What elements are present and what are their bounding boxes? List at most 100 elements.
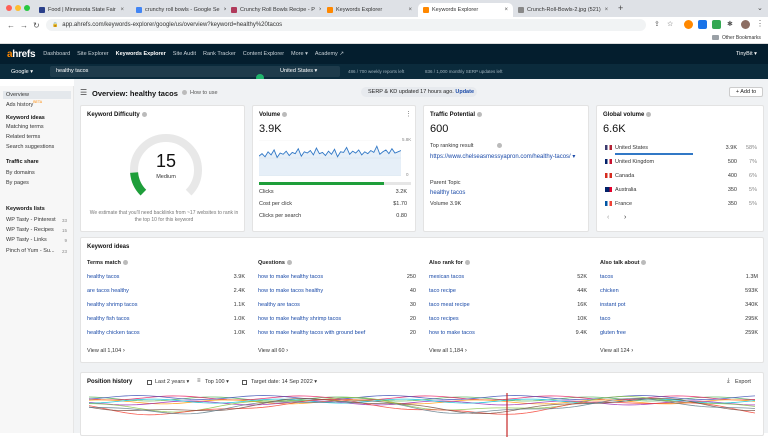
- parent-topic-link[interactable]: healthy tacos: [430, 190, 466, 196]
- tab-close-icon[interactable]: ×: [604, 7, 608, 13]
- export-button[interactable]: Export: [735, 379, 751, 385]
- puzzle-icon[interactable]: ✱: [727, 21, 733, 28]
- sidebar-item[interactable]: Overview: [3, 91, 71, 99]
- bookmark-star-icon[interactable]: ☆: [667, 21, 674, 28]
- extension-icon[interactable]: [698, 20, 707, 29]
- nav-item[interactable]: Rank Tracker: [203, 51, 236, 57]
- close-window-button[interactable]: [6, 5, 12, 11]
- minimize-window-button[interactable]: [15, 5, 21, 11]
- browser-tab[interactable]: crunchy roll bowls - Google Se ×: [131, 3, 226, 17]
- top-result-url[interactable]: https://www.chelseasmessyapron.com/healt…: [430, 154, 576, 160]
- nav-item[interactable]: Site Audit: [172, 51, 197, 57]
- forward-icon[interactable]: →: [20, 20, 28, 30]
- add-to-button[interactable]: + Add to: [729, 87, 763, 97]
- sidebar-item[interactable]: WP Tasty - Pinterest: [6, 217, 56, 223]
- idea-keyword-link[interactable]: how to make tacos healthy: [258, 288, 324, 294]
- tab-search-icon[interactable]: ⌄: [757, 5, 763, 12]
- nav-item[interactable]: More ▾: [291, 51, 308, 57]
- sidebar-item[interactable]: By pages: [6, 180, 29, 186]
- idea-keyword-link[interactable]: how to make healthy tacos with ground be…: [258, 330, 366, 336]
- nav-item[interactable]: Content Explorer: [242, 51, 285, 57]
- tab-close-icon[interactable]: ×: [318, 7, 321, 13]
- menu-toggle-icon[interactable]: ☰: [80, 88, 88, 97]
- next-page-icon[interactable]: ›: [624, 214, 627, 221]
- sidebar-item[interactable]: WP Tasty - Recipes: [6, 227, 54, 233]
- view-all-link[interactable]: View all 60 ›: [258, 348, 288, 354]
- nav-item[interactable]: Academy ↗: [314, 51, 344, 57]
- idea-keyword-link[interactable]: taco recipe: [429, 288, 456, 294]
- browser-tab[interactable]: Keywords Explorer ×: [418, 3, 513, 17]
- more-icon[interactable]: ⋮: [405, 111, 412, 118]
- nav-item[interactable]: Dashboard: [43, 51, 71, 57]
- sidebar-item[interactable]: Related terms: [6, 134, 40, 140]
- search-button[interactable]: [256, 74, 264, 82]
- browser-tab[interactable]: Food | Minnesota State Fair ×: [34, 3, 129, 17]
- country-percent: 58%: [745, 145, 757, 151]
- sidebar-item-label: Traffic share: [6, 159, 39, 165]
- idea-keyword-link[interactable]: healthy chicken tacos: [87, 330, 140, 336]
- country-row[interactable]: United Kingdom 500 7%: [605, 159, 757, 168]
- extension-icon[interactable]: [684, 20, 693, 29]
- idea-keyword-link[interactable]: healthy tacos: [87, 274, 120, 280]
- browser-tab[interactable]: Crunch-Roll-Bowls-2.jpg (521) ×: [513, 3, 608, 17]
- sidebar-item[interactable]: By domains: [6, 170, 35, 176]
- idea-keyword-link[interactable]: how to make tacos: [429, 330, 475, 336]
- tab-close-icon[interactable]: ×: [120, 7, 124, 13]
- idea-keyword-link[interactable]: taco meat recipe: [429, 302, 470, 308]
- account-menu[interactable]: TinyBit ▾: [736, 51, 757, 57]
- sidebar-item[interactable]: Matching terms: [6, 124, 44, 130]
- idea-keyword-link[interactable]: healthy are tacos: [258, 302, 300, 308]
- sidebar-item[interactable]: Search suggestions: [6, 144, 54, 150]
- sidebar-item[interactable]: WP Tasty - Links: [6, 237, 47, 243]
- keyword-input[interactable]: healthy tacos: [50, 66, 340, 77]
- browser-tab[interactable]: Keywords Explorer ×: [322, 3, 417, 17]
- menu-icon[interactable]: ⋮: [756, 19, 764, 28]
- country-row[interactable]: United States 3.9K 58%: [605, 145, 757, 155]
- target-date-select[interactable]: Target date: 14 Sep 2022 ▾: [251, 379, 318, 385]
- tab-close-icon[interactable]: ×: [504, 7, 508, 13]
- idea-keyword-link[interactable]: gluten free: [600, 330, 626, 336]
- how-to-use-link[interactable]: How to use: [190, 90, 218, 96]
- view-all-link[interactable]: View all 1,104 ›: [87, 348, 125, 354]
- prev-page-icon[interactable]: ‹: [607, 214, 610, 221]
- idea-keyword-link[interactable]: taco: [600, 316, 611, 322]
- share-icon[interactable]: ⇪: [654, 21, 660, 28]
- info-icon: [464, 260, 470, 266]
- nav-item[interactable]: Site Explorer: [77, 51, 109, 57]
- avatar[interactable]: [741, 20, 750, 29]
- other-bookmarks[interactable]: Other Bookmarks: [722, 35, 761, 41]
- ahrefs-logo[interactable]: ahrefs: [7, 48, 36, 60]
- tab-close-icon[interactable]: ×: [223, 7, 226, 13]
- url-field[interactable]: 🔒 app.ahrefs.com/keywords-explorer/googl…: [46, 19, 646, 31]
- new-tab-button[interactable]: +: [618, 3, 624, 13]
- maximize-window-button[interactable]: [24, 5, 30, 11]
- reload-icon[interactable]: ↻: [33, 20, 40, 30]
- country-row[interactable]: France 350 5%: [605, 201, 757, 210]
- idea-keyword-link[interactable]: taco recipes: [429, 316, 459, 322]
- view-all-link[interactable]: View all 124 ›: [600, 348, 633, 354]
- extension-icon[interactable]: [712, 20, 721, 29]
- idea-keyword-link[interactable]: are tacos healthy: [87, 288, 129, 294]
- sidebar-item[interactable]: Ads historyBETA: [6, 100, 42, 108]
- update-link[interactable]: Update: [455, 89, 474, 95]
- idea-keyword-link[interactable]: instant pot: [600, 302, 626, 308]
- idea-keyword-link[interactable]: how to make healthy shrimp tacos: [258, 316, 342, 322]
- browser-tab[interactable]: Crunchy Roll Bowls Recipe - P ×: [226, 3, 321, 17]
- idea-keyword-link[interactable]: mexican tacos: [429, 274, 465, 280]
- search-engine-select[interactable]: Google ▾: [11, 68, 34, 75]
- idea-keyword-link[interactable]: healthy fish tacos: [87, 316, 130, 322]
- back-icon[interactable]: ←: [7, 20, 15, 30]
- top-select[interactable]: Top 100 ▾: [205, 379, 229, 385]
- idea-keyword-link[interactable]: chicken: [600, 288, 619, 294]
- nav-item[interactable]: Keywords Explorer: [115, 51, 166, 57]
- idea-keyword-link[interactable]: healthy shrimp tacos: [87, 302, 138, 308]
- country-row[interactable]: Australia 350 5%: [605, 187, 757, 196]
- range-select[interactable]: Last 2 years ▾: [155, 379, 190, 385]
- country-select[interactable]: United States ▾: [280, 68, 318, 74]
- view-all-link[interactable]: View all 1,184 ›: [429, 348, 467, 354]
- idea-keyword-link[interactable]: tacos: [600, 274, 614, 280]
- sidebar-item[interactable]: Pinch of Yum - Su...: [6, 248, 55, 254]
- tab-close-icon[interactable]: ×: [408, 7, 412, 13]
- idea-keyword-link[interactable]: how to make healthy tacos: [258, 274, 324, 280]
- country-row[interactable]: Canada 400 6%: [605, 173, 757, 182]
